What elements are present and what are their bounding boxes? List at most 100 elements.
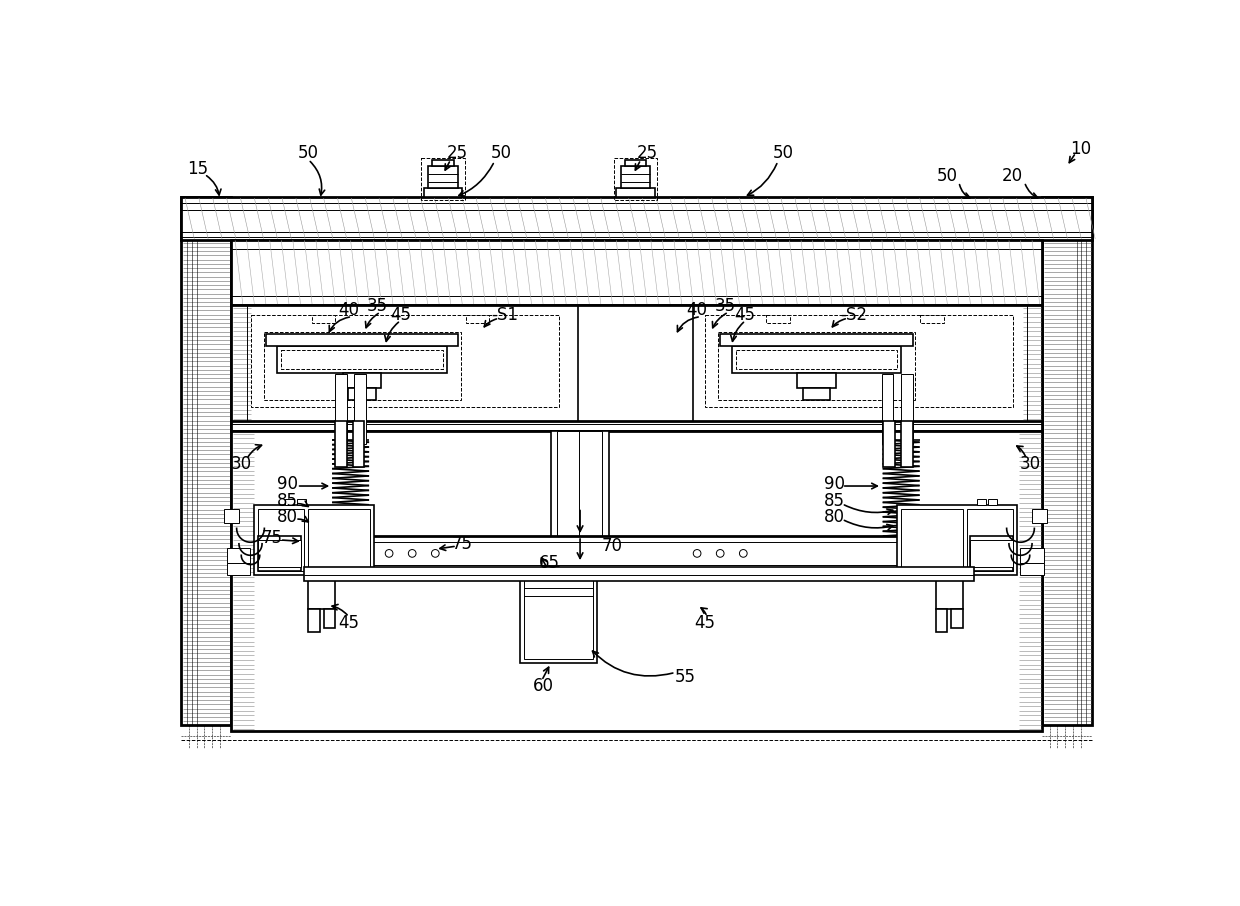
Bar: [967, 509, 1013, 571]
Bar: [231, 430, 1042, 731]
Bar: [264, 332, 461, 400]
Bar: [309, 509, 370, 571]
Text: 50: 50: [937, 168, 957, 186]
Bar: [296, 499, 306, 506]
Bar: [181, 198, 231, 725]
Bar: [614, 158, 657, 199]
Bar: [348, 389, 376, 400]
Text: 75: 75: [451, 535, 472, 553]
Text: 45: 45: [694, 614, 715, 632]
Text: 80: 80: [277, 508, 298, 525]
Bar: [227, 547, 250, 563]
Bar: [951, 609, 962, 629]
Bar: [309, 609, 320, 632]
Bar: [718, 332, 915, 400]
Bar: [231, 239, 1042, 305]
Bar: [466, 315, 490, 323]
Bar: [324, 609, 335, 629]
Bar: [424, 188, 463, 198]
Bar: [901, 374, 913, 444]
Bar: [312, 315, 335, 323]
Bar: [936, 571, 962, 609]
Text: 20: 20: [1002, 168, 1023, 186]
Bar: [231, 420, 1042, 430]
Text: 25: 25: [446, 144, 467, 162]
Bar: [1042, 198, 1092, 725]
Text: 70: 70: [601, 537, 622, 555]
Bar: [433, 160, 454, 167]
Bar: [304, 567, 975, 581]
Text: 35: 35: [367, 297, 388, 315]
Text: 30: 30: [1021, 456, 1042, 474]
Bar: [625, 160, 646, 167]
Text: 50: 50: [298, 144, 319, 162]
Bar: [223, 509, 239, 523]
Bar: [988, 499, 997, 506]
Bar: [281, 350, 443, 369]
Text: 40: 40: [687, 302, 708, 320]
Bar: [335, 420, 347, 467]
Text: -S2: -S2: [839, 306, 867, 324]
Bar: [971, 540, 1013, 567]
Bar: [520, 574, 596, 663]
Bar: [1032, 509, 1048, 523]
Bar: [250, 315, 558, 408]
Bar: [309, 571, 335, 609]
Bar: [735, 350, 898, 369]
Bar: [285, 499, 294, 506]
Text: 30: 30: [231, 456, 252, 474]
Bar: [1021, 547, 1044, 563]
Text: 55: 55: [675, 668, 696, 686]
Text: 60: 60: [533, 677, 553, 695]
Text: -S1: -S1: [491, 306, 518, 324]
Bar: [278, 346, 446, 373]
Bar: [355, 374, 366, 444]
Bar: [227, 563, 250, 574]
Bar: [621, 167, 650, 188]
Bar: [335, 374, 347, 444]
Bar: [920, 315, 944, 323]
Bar: [704, 315, 1013, 408]
Bar: [551, 430, 609, 555]
Bar: [557, 430, 603, 555]
Text: 75: 75: [262, 529, 283, 547]
Text: 25: 25: [636, 144, 657, 162]
Text: 85: 85: [823, 493, 844, 510]
Text: 10: 10: [1070, 140, 1091, 158]
Bar: [732, 346, 901, 373]
Bar: [258, 509, 304, 571]
Bar: [258, 536, 300, 571]
Bar: [898, 506, 1017, 574]
Bar: [181, 198, 1092, 239]
Text: 65: 65: [538, 554, 559, 572]
Text: 35: 35: [715, 297, 737, 315]
Text: 45: 45: [339, 614, 360, 632]
Bar: [254, 506, 373, 574]
Bar: [343, 373, 382, 389]
Bar: [802, 389, 831, 400]
Bar: [523, 578, 593, 660]
Bar: [265, 334, 459, 346]
Bar: [766, 315, 790, 323]
Text: 85: 85: [277, 493, 298, 510]
Bar: [428, 167, 458, 188]
Bar: [901, 420, 913, 467]
Bar: [616, 188, 655, 198]
Text: 15: 15: [187, 159, 208, 178]
Bar: [258, 540, 300, 567]
Bar: [936, 609, 947, 632]
Text: 50: 50: [490, 144, 511, 162]
Bar: [231, 305, 1042, 429]
Bar: [797, 373, 836, 389]
Bar: [1021, 563, 1044, 574]
Text: 40: 40: [339, 302, 360, 320]
Bar: [304, 536, 975, 571]
Bar: [971, 536, 1013, 571]
Text: 80: 80: [823, 508, 844, 525]
Text: 50: 50: [773, 144, 794, 162]
Bar: [422, 158, 465, 199]
Bar: [883, 420, 895, 467]
Bar: [901, 509, 962, 571]
Text: 45: 45: [391, 306, 412, 324]
Bar: [353, 420, 365, 467]
